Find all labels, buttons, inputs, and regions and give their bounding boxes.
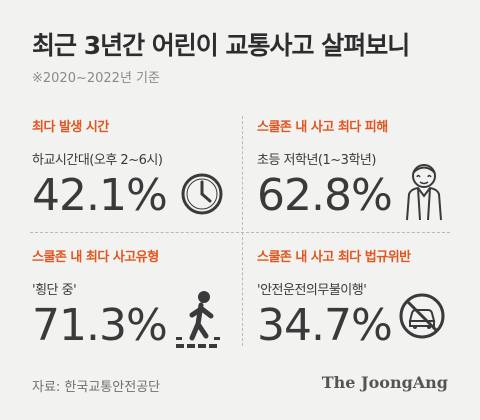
clock-icon [180,172,224,220]
stat-value: 42.1% [32,170,168,221]
divider-horizontal [30,232,450,234]
pedestrian-crossing-icon [174,288,226,354]
no-car-icon [397,291,447,345]
source-note: 자료: 한국교통안전공단 [32,380,161,395]
divider-vertical [242,116,244,346]
stat-card-victim-age: 스쿨존 내 사고 최다 피해 초등 저학년(1~3학년) 62.8% [257,116,462,226]
stat-description: 초등 저학년(1~3학년) [257,153,376,168]
stat-card-accident-type: 스쿨존 내 최다 사고유형 '횡단 중' 71.3% [32,246,237,356]
stat-label: 스쿨존 내 최다 사고유형 [32,250,159,265]
stat-description: '횡단 중' [32,283,77,298]
stat-value: 34.7% [257,300,393,351]
stat-value: 62.8% [257,170,393,221]
stat-description: 하교시간대(오후 2~6시) [32,153,163,168]
stat-value: 71.3% [32,300,168,351]
publisher-logo: The JoongAng [321,373,448,392]
child-icon [401,160,447,226]
stat-label: 최다 발생 시간 [32,120,109,135]
stat-label: 스쿨존 내 사고 최다 피해 [257,120,388,135]
page-subtitle: ※2020~2022년 기준 [32,71,160,86]
stat-card-peak-time: 최다 발생 시간 하교시간대(오후 2~6시) 42.1% [32,116,237,226]
page-title: 최근 3년간 어린이 교통사고 살펴보니 [32,31,410,60]
stat-description: '안전운전의무불이행' [257,283,367,298]
stat-card-violation: 스쿨존 내 사고 최다 법규위반 '안전운전의무불이행' 34.7% [257,246,462,356]
stat-label: 스쿨존 내 사고 최다 법규위반 [257,250,411,265]
